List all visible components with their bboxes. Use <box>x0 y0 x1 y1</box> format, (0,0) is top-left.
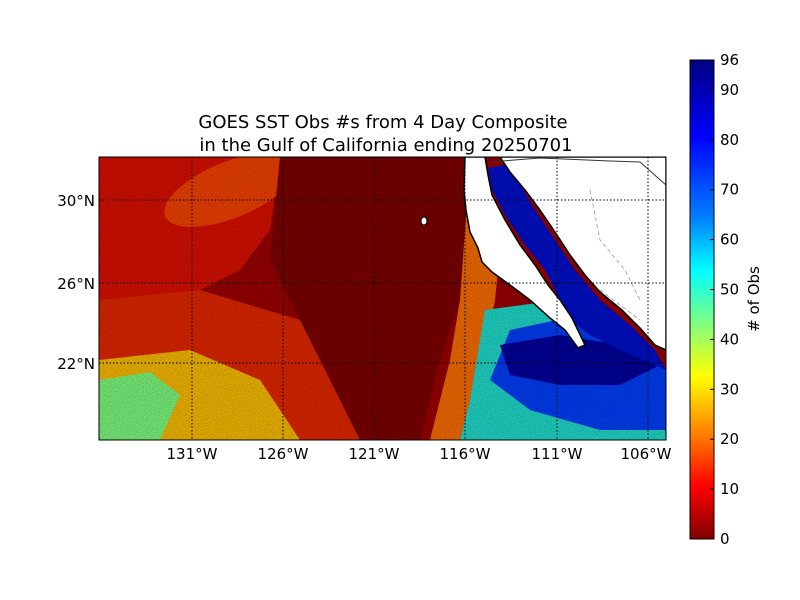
map-panel <box>99 157 666 440</box>
colorbar-label: # of Obs <box>745 266 763 332</box>
colorbar-tick-label: 40 <box>720 330 739 348</box>
colorbar-tick-label: 70 <box>720 181 739 199</box>
colorbar-tick-label: 20 <box>720 430 739 448</box>
colorbar-tick-label: 10 <box>720 480 739 498</box>
colorbar-tick-label: 90 <box>720 81 739 99</box>
graticule <box>99 157 666 440</box>
colorbar-tick-label: 30 <box>720 380 739 398</box>
lon-label-126w: 126°W <box>258 445 309 463</box>
colorbar-tick-label: 0 <box>720 530 730 548</box>
lon-label-106w: 106°W <box>621 445 672 463</box>
guadalupe-island <box>420 216 428 226</box>
lon-label-131w: 131°W <box>167 445 218 463</box>
colorbar: 0 10 20 30 40 50 60 70 80 90 96 # of Obs <box>689 51 763 548</box>
us-mexico-border <box>489 157 666 186</box>
lat-label-30n: 30°N <box>57 192 95 210</box>
lon-label-116w: 116°W <box>440 445 491 463</box>
map-title-line2: in the Gulf of California ending 2025070… <box>199 135 572 156</box>
colorbar-gradient <box>689 59 715 540</box>
lat-label-22n: 22°N <box>57 355 95 373</box>
baja-peninsula <box>463 157 587 349</box>
colorbar-tick-label: 50 <box>720 281 739 299</box>
map-frame <box>98 156 667 441</box>
lon-label-111w: 111°W <box>532 445 583 463</box>
colorbar-tick-label: 80 <box>720 131 739 149</box>
lat-label-26n: 26°N <box>57 275 95 293</box>
lon-label-121w: 121°W <box>349 445 400 463</box>
map-title-line1: GOES SST Obs #s from 4 Day Composite <box>198 112 567 133</box>
colorbar-ticks: 0 10 20 30 40 50 60 70 80 90 96 <box>710 51 739 548</box>
colorbar-tick-label: 96 <box>720 51 739 69</box>
colorbar-tick-label: 60 <box>720 231 739 249</box>
state-border <box>589 189 641 321</box>
